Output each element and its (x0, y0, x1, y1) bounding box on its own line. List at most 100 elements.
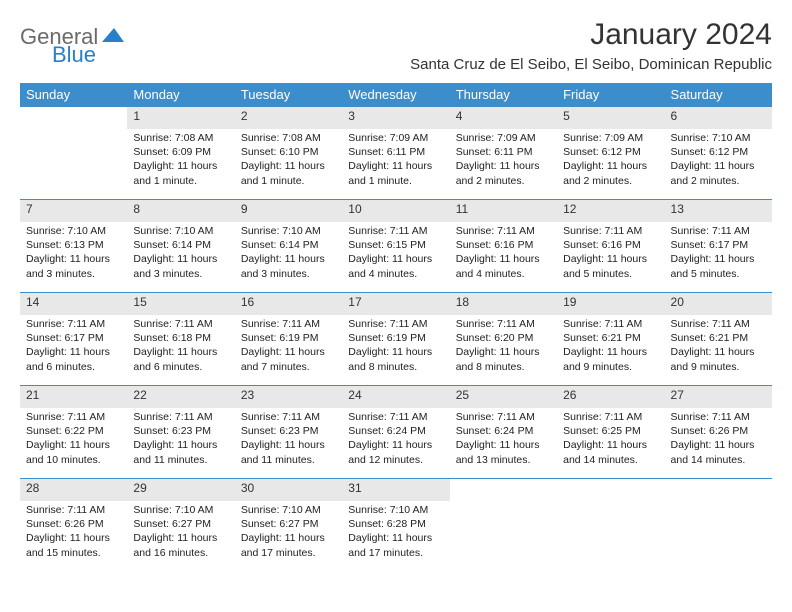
daylight-line: Daylight: 11 hours and 14 minutes. (563, 438, 658, 466)
daylight-line: Daylight: 11 hours and 3 minutes. (241, 252, 336, 280)
day-number-cell: 28 (20, 479, 127, 502)
day-number-cell: 24 (342, 386, 449, 409)
sunset-line: Sunset: 6:24 PM (348, 424, 443, 438)
daylight-line: Daylight: 11 hours and 2 minutes. (671, 159, 766, 187)
sunset-line: Sunset: 6:27 PM (133, 517, 228, 531)
sunset-line: Sunset: 6:11 PM (348, 145, 443, 159)
calendar-body: 123456Sunrise: 7:08 AMSunset: 6:09 PMDay… (20, 107, 772, 572)
day-content-row: Sunrise: 7:11 AMSunset: 6:17 PMDaylight:… (20, 315, 772, 386)
day-content-cell: Sunrise: 7:11 AMSunset: 6:20 PMDaylight:… (450, 315, 557, 386)
day-content-cell: Sunrise: 7:11 AMSunset: 6:19 PMDaylight:… (342, 315, 449, 386)
sunset-line: Sunset: 6:19 PM (348, 331, 443, 345)
sunrise-line: Sunrise: 7:11 AM (26, 503, 121, 517)
day-number-cell: 5 (557, 107, 664, 130)
day-content-cell: Sunrise: 7:10 AMSunset: 6:13 PMDaylight:… (20, 222, 127, 293)
sunset-line: Sunset: 6:10 PM (241, 145, 336, 159)
sunrise-line: Sunrise: 7:11 AM (133, 317, 228, 331)
daylight-line: Daylight: 11 hours and 14 minutes. (671, 438, 766, 466)
day-number-cell: 16 (235, 293, 342, 316)
sunset-line: Sunset: 6:16 PM (456, 238, 551, 252)
daylight-line: Daylight: 11 hours and 7 minutes. (241, 345, 336, 373)
day-content-cell: Sunrise: 7:11 AMSunset: 6:15 PMDaylight:… (342, 222, 449, 293)
logo: General Blue (20, 18, 128, 50)
day-content-cell: Sunrise: 7:11 AMSunset: 6:21 PMDaylight:… (557, 315, 664, 386)
sunset-line: Sunset: 6:19 PM (241, 331, 336, 345)
daylight-line: Daylight: 11 hours and 5 minutes. (671, 252, 766, 280)
day-content-row: Sunrise: 7:10 AMSunset: 6:13 PMDaylight:… (20, 222, 772, 293)
sunset-line: Sunset: 6:23 PM (133, 424, 228, 438)
sunrise-line: Sunrise: 7:08 AM (241, 131, 336, 145)
daylight-line: Daylight: 11 hours and 9 minutes. (563, 345, 658, 373)
day-content-cell: Sunrise: 7:10 AMSunset: 6:27 PMDaylight:… (127, 501, 234, 571)
sunrise-line: Sunrise: 7:09 AM (348, 131, 443, 145)
daylight-line: Daylight: 11 hours and 4 minutes. (348, 252, 443, 280)
day-content-cell: Sunrise: 7:11 AMSunset: 6:23 PMDaylight:… (235, 408, 342, 479)
weekday-header: Monday (127, 83, 234, 107)
day-content-cell: Sunrise: 7:08 AMSunset: 6:10 PMDaylight:… (235, 129, 342, 200)
location-text: Santa Cruz de El Seibo, El Seibo, Domini… (410, 56, 772, 73)
day-number-cell: 12 (557, 200, 664, 223)
day-number-cell: 23 (235, 386, 342, 409)
sunrise-line: Sunrise: 7:11 AM (26, 410, 121, 424)
sunset-line: Sunset: 6:12 PM (671, 145, 766, 159)
weekday-header: Sunday (20, 83, 127, 107)
sunrise-line: Sunrise: 7:11 AM (348, 410, 443, 424)
day-content-row: Sunrise: 7:08 AMSunset: 6:09 PMDaylight:… (20, 129, 772, 200)
daylight-line: Daylight: 11 hours and 8 minutes. (456, 345, 551, 373)
sunset-line: Sunset: 6:15 PM (348, 238, 443, 252)
day-number-cell: 21 (20, 386, 127, 409)
day-number-cell (20, 107, 127, 130)
daylight-line: Daylight: 11 hours and 1 minute. (241, 159, 336, 187)
day-number-row: 123456 (20, 107, 772, 130)
sunrise-line: Sunrise: 7:10 AM (241, 224, 336, 238)
day-content-cell (665, 501, 772, 571)
day-number-cell: 20 (665, 293, 772, 316)
day-number-cell: 15 (127, 293, 234, 316)
daylight-line: Daylight: 11 hours and 12 minutes. (348, 438, 443, 466)
sunrise-line: Sunrise: 7:11 AM (563, 224, 658, 238)
sunrise-line: Sunrise: 7:11 AM (671, 224, 766, 238)
weekday-header-row: Sunday Monday Tuesday Wednesday Thursday… (20, 83, 772, 107)
sunset-line: Sunset: 6:21 PM (671, 331, 766, 345)
weekday-header: Friday (557, 83, 664, 107)
day-number-cell: 3 (342, 107, 449, 130)
day-number-cell: 11 (450, 200, 557, 223)
day-number-cell: 13 (665, 200, 772, 223)
day-content-cell: Sunrise: 7:11 AMSunset: 6:18 PMDaylight:… (127, 315, 234, 386)
daylight-line: Daylight: 11 hours and 6 minutes. (26, 345, 121, 373)
day-content-cell: Sunrise: 7:10 AMSunset: 6:12 PMDaylight:… (665, 129, 772, 200)
daylight-line: Daylight: 11 hours and 5 minutes. (563, 252, 658, 280)
day-content-cell: Sunrise: 7:11 AMSunset: 6:25 PMDaylight:… (557, 408, 664, 479)
day-content-cell: Sunrise: 7:11 AMSunset: 6:26 PMDaylight:… (665, 408, 772, 479)
daylight-line: Daylight: 11 hours and 4 minutes. (456, 252, 551, 280)
sunrise-line: Sunrise: 7:10 AM (133, 503, 228, 517)
day-content-row: Sunrise: 7:11 AMSunset: 6:22 PMDaylight:… (20, 408, 772, 479)
day-content-cell: Sunrise: 7:10 AMSunset: 6:14 PMDaylight:… (235, 222, 342, 293)
sunset-line: Sunset: 6:22 PM (26, 424, 121, 438)
daylight-line: Daylight: 11 hours and 9 minutes. (671, 345, 766, 373)
day-number-row: 14151617181920 (20, 293, 772, 316)
daylight-line: Daylight: 11 hours and 2 minutes. (456, 159, 551, 187)
sunset-line: Sunset: 6:26 PM (671, 424, 766, 438)
weekday-header: Thursday (450, 83, 557, 107)
day-content-cell: Sunrise: 7:11 AMSunset: 6:23 PMDaylight:… (127, 408, 234, 479)
sunset-line: Sunset: 6:26 PM (26, 517, 121, 531)
day-number-cell: 17 (342, 293, 449, 316)
sunrise-line: Sunrise: 7:11 AM (348, 224, 443, 238)
day-content-row: Sunrise: 7:11 AMSunset: 6:26 PMDaylight:… (20, 501, 772, 571)
calendar-table: Sunday Monday Tuesday Wednesday Thursday… (20, 83, 772, 571)
sunset-line: Sunset: 6:27 PM (241, 517, 336, 531)
sunset-line: Sunset: 6:24 PM (456, 424, 551, 438)
header: General Blue January 2024 Santa Cruz de … (20, 18, 772, 73)
day-number-cell: 14 (20, 293, 127, 316)
day-content-cell: Sunrise: 7:11 AMSunset: 6:26 PMDaylight:… (20, 501, 127, 571)
day-number-cell: 1 (127, 107, 234, 130)
day-number-cell (557, 479, 664, 502)
sunset-line: Sunset: 6:25 PM (563, 424, 658, 438)
sunrise-line: Sunrise: 7:11 AM (563, 317, 658, 331)
day-number-cell: 30 (235, 479, 342, 502)
daylight-line: Daylight: 11 hours and 2 minutes. (563, 159, 658, 187)
sunset-line: Sunset: 6:14 PM (133, 238, 228, 252)
sunrise-line: Sunrise: 7:11 AM (241, 410, 336, 424)
day-content-cell: Sunrise: 7:11 AMSunset: 6:22 PMDaylight:… (20, 408, 127, 479)
